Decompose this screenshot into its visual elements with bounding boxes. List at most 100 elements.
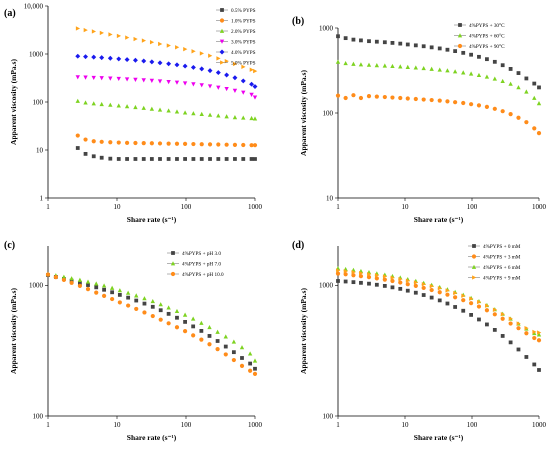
data-point bbox=[343, 279, 348, 284]
data-point bbox=[216, 85, 221, 90]
chart-panel: 1 10 100 1000 100 1000 Share rate (s⁻¹) Apparen… bbox=[4, 240, 263, 442]
data-point bbox=[223, 344, 228, 349]
legend-label: 4%PYPS + 90°C bbox=[469, 43, 505, 50]
y-tick-label: 100 bbox=[323, 412, 334, 420]
data-point bbox=[469, 312, 474, 317]
data-point bbox=[215, 339, 220, 343]
data-point bbox=[382, 284, 387, 288]
data-point bbox=[398, 64, 403, 69]
data-point bbox=[149, 106, 155, 111]
data-point bbox=[190, 64, 196, 70]
x-tick-label: 10 bbox=[402, 203, 410, 211]
data-point bbox=[133, 36, 138, 42]
legend-marker bbox=[220, 60, 225, 65]
data-point bbox=[75, 133, 80, 138]
x-tick-label: 1000 bbox=[532, 203, 547, 211]
data-series bbox=[75, 146, 257, 161]
data-point bbox=[232, 75, 238, 81]
data-point bbox=[437, 298, 442, 303]
data-point bbox=[75, 75, 80, 80]
y-tick-label: 1000 bbox=[319, 282, 334, 290]
data-point bbox=[351, 93, 356, 98]
data-point bbox=[366, 62, 372, 67]
data-point bbox=[91, 154, 96, 159]
data-point bbox=[174, 62, 180, 68]
data-point bbox=[166, 108, 171, 113]
data-point bbox=[413, 96, 418, 102]
data-point bbox=[207, 342, 212, 347]
data-point bbox=[335, 271, 341, 276]
legend-label: 4.0% PYPS bbox=[231, 50, 256, 56]
legend-marker bbox=[219, 18, 225, 23]
data-point bbox=[166, 321, 171, 326]
data-point bbox=[75, 146, 80, 150]
data-point bbox=[398, 95, 403, 101]
data-point bbox=[249, 157, 254, 161]
data-point bbox=[182, 81, 188, 86]
data-point bbox=[231, 357, 236, 363]
data-point bbox=[85, 287, 91, 292]
x-tick-label: 1000 bbox=[248, 421, 263, 429]
data-point bbox=[117, 292, 122, 297]
data-point bbox=[69, 280, 74, 285]
data-point bbox=[150, 304, 155, 309]
data-point bbox=[149, 141, 154, 146]
data-point bbox=[149, 78, 155, 83]
data-point bbox=[175, 45, 180, 50]
data-point bbox=[240, 78, 246, 84]
data-point bbox=[252, 371, 258, 376]
data-point bbox=[77, 283, 83, 289]
x-tick-label: 1 bbox=[336, 421, 340, 429]
data-point bbox=[413, 290, 418, 295]
data-point bbox=[367, 271, 372, 277]
data-point bbox=[133, 140, 138, 146]
y-tick-label: 1000 bbox=[29, 282, 44, 290]
data-series bbox=[336, 268, 542, 335]
data-point bbox=[166, 43, 171, 48]
data-point bbox=[150, 313, 155, 319]
data-series bbox=[75, 133, 258, 148]
data-point bbox=[191, 82, 196, 87]
data-point bbox=[117, 300, 122, 305]
x-axis-title: Share rate (s⁻¹) bbox=[414, 433, 464, 442]
data-point bbox=[99, 155, 104, 160]
data-point bbox=[149, 59, 155, 65]
x-tick-label: 1000 bbox=[248, 203, 263, 211]
legend-marker bbox=[471, 264, 477, 269]
data-point bbox=[445, 288, 450, 293]
data-point bbox=[134, 306, 139, 312]
data-point bbox=[429, 97, 434, 103]
data-point bbox=[83, 151, 88, 156]
data-point bbox=[241, 115, 246, 120]
data-point bbox=[421, 97, 426, 102]
data-point bbox=[374, 273, 380, 278]
data-point bbox=[241, 64, 246, 70]
data-point bbox=[141, 78, 146, 83]
chart-panel: 1 10 100 1000 1 10 100 1000 10,000 Share rate (s⁻… bbox=[4, 2, 263, 224]
data-point bbox=[532, 95, 537, 100]
data-point bbox=[108, 156, 113, 161]
data-point bbox=[174, 80, 180, 85]
legend-label: 1.0% PYPS bbox=[231, 18, 256, 24]
data-point bbox=[248, 368, 253, 373]
data-point bbox=[101, 293, 107, 299]
data-point bbox=[191, 333, 196, 338]
data-point bbox=[75, 98, 80, 103]
data-point bbox=[252, 84, 258, 90]
x-tick-label: 1 bbox=[46, 203, 50, 211]
data-point bbox=[469, 52, 474, 57]
data-point bbox=[134, 293, 139, 298]
data-point bbox=[374, 94, 379, 99]
data-point bbox=[69, 276, 74, 281]
data-point bbox=[532, 335, 537, 341]
y-tick-label: 1000 bbox=[319, 24, 334, 32]
data-point bbox=[241, 157, 246, 161]
data-point bbox=[508, 81, 513, 86]
data-point bbox=[500, 78, 505, 84]
y-tick-label: 10 bbox=[326, 194, 334, 202]
data-point bbox=[166, 157, 171, 161]
data-point bbox=[191, 157, 196, 161]
data-point bbox=[390, 275, 395, 280]
data-point bbox=[374, 39, 379, 44]
legend-label: 4%PYPS + pH 10.0 bbox=[182, 272, 224, 278]
